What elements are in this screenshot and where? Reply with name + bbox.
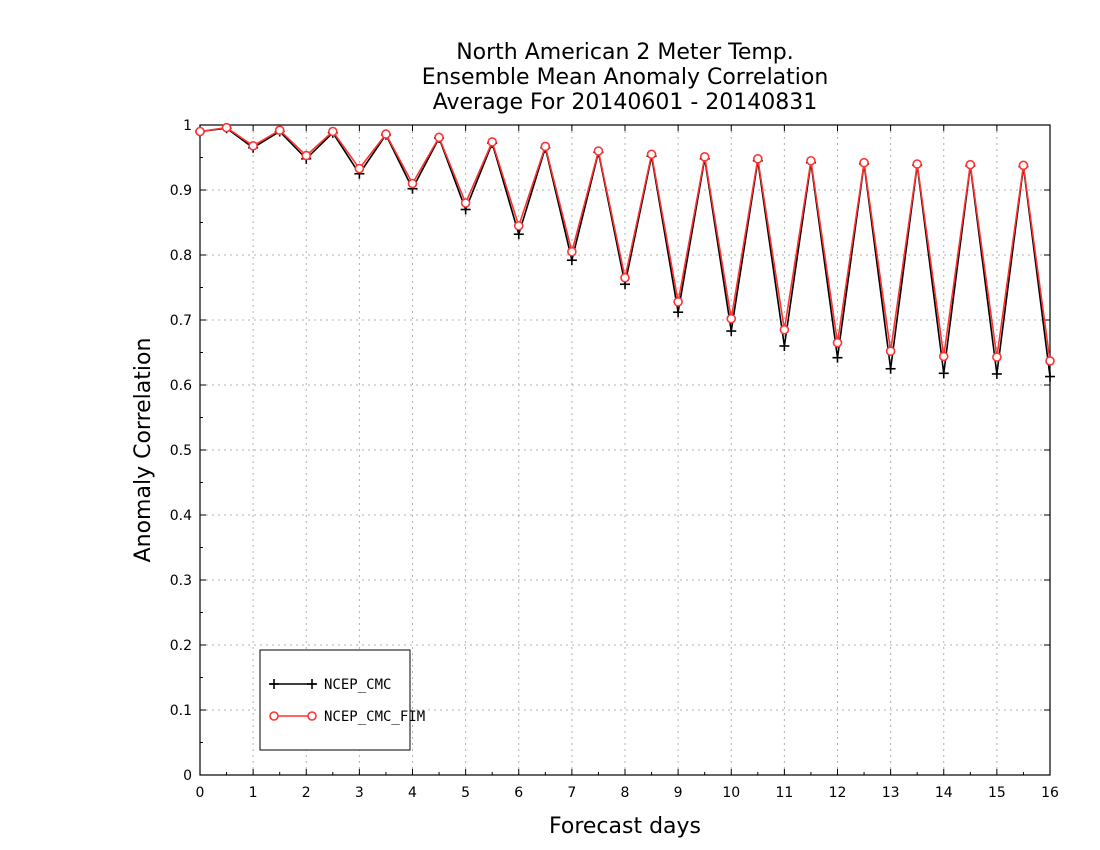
y-tick-label: 0.8: [170, 248, 192, 264]
data-point-plus: [938, 368, 949, 379]
y-axis-title: Anomaly Correlation: [131, 338, 156, 563]
legend-marker-circle: [307, 711, 317, 721]
x-tick-label: 12: [829, 785, 847, 801]
legend-label: NCEP_CMC_FIM: [324, 709, 425, 725]
data-point-circle: [1018, 160, 1029, 171]
x-tick-label: 10: [722, 785, 740, 801]
data-point-plus: [566, 255, 577, 266]
y-tick-label: 0.6: [170, 378, 192, 394]
y-tick-label: 0.9: [170, 183, 192, 199]
data-point-circle: [620, 272, 630, 283]
x-tick-label: 0: [196, 785, 205, 801]
data-point-circle: [912, 159, 922, 169]
data-point-circle: [593, 146, 604, 156]
data-point-circle: [567, 246, 577, 257]
x-tick-label: 1: [249, 785, 258, 801]
data-point-circle: [513, 220, 524, 231]
x-tick-label: 4: [408, 785, 417, 801]
axis-ticks: 0 1 2 3 4 5 6 7 8 9 10 11 12 13 14 15 1600.10.20.30.40.5…: [170, 118, 1059, 801]
data-point-circle: [885, 346, 896, 357]
chart-title-line-3: Average For 20140601 - 20140831: [433, 90, 818, 115]
data-point-circle: [248, 141, 258, 151]
y-tick-label: 0.2: [170, 638, 192, 654]
y-tick-label: 1: [183, 118, 192, 134]
data-point-circle: [779, 324, 790, 335]
y-tick-label: 0.7: [170, 313, 192, 329]
data-point-plus: [832, 352, 843, 363]
x-tick-label: 7: [567, 785, 576, 801]
x-axis-title: Forecast days: [549, 814, 701, 839]
legend-box: [259, 649, 411, 751]
x-tick-label: 14: [935, 785, 953, 801]
data-point-circle: [726, 313, 737, 324]
x-tick-label: 5: [461, 785, 470, 801]
data-point-plus: [885, 363, 896, 374]
y-tick-label: 0.1: [170, 703, 192, 719]
x-tick-label: 6: [514, 785, 523, 801]
data-point-circle: [328, 126, 338, 137]
data-point-plus: [991, 368, 1002, 379]
data-point-circle: [938, 351, 949, 362]
data-point-circle: [381, 129, 391, 139]
chart-title-line-2: Ensemble Mean Anomaly Correlation: [422, 65, 829, 90]
data-point-circle: [221, 122, 232, 133]
x-tick-label: 9: [674, 785, 683, 801]
y-tick-label: 0.5: [170, 443, 192, 459]
data-point-circle: [859, 157, 869, 168]
legend-items: NCEP_CMC NCEP_CMC_FIM: [269, 677, 425, 725]
data-point-circle: [407, 178, 418, 189]
data-point-plus: [673, 307, 684, 318]
data-point-circle: [195, 126, 205, 137]
x-tick-label: 11: [775, 785, 793, 801]
x-tick-label: 16: [1041, 785, 1059, 801]
data-point-plus: [779, 341, 790, 351]
data-point-plus: [513, 229, 524, 240]
series-layer: [195, 122, 1055, 382]
data-point-circle: [699, 152, 710, 162]
x-tick-label: 3: [355, 785, 364, 801]
data-point-circle: [646, 149, 657, 160]
data-point-circle: [1045, 356, 1055, 366]
data-point-circle: [434, 132, 444, 143]
data-point-circle: [487, 137, 497, 147]
y-tick-label: 0: [183, 768, 192, 784]
legend: NCEP_CMC NCEP_CMC_FIM: [259, 649, 425, 751]
data-point-circle: [753, 154, 763, 164]
data-point-circle: [274, 125, 285, 135]
chart-title: North American 2 Meter Temp. Ensemble Me…: [422, 40, 829, 115]
data-point-circle: [354, 163, 365, 174]
chart-title-line-1: North American 2 Meter Temp.: [456, 40, 794, 65]
data-point-circle: [301, 150, 312, 161]
x-tick-label: 13: [882, 785, 900, 801]
data-point-circle: [673, 296, 683, 307]
legend-label: NCEP_CMC: [324, 677, 391, 693]
legend-marker-plus: [307, 679, 317, 689]
data-point-plus: [726, 326, 737, 337]
data-point-circle: [806, 155, 816, 166]
legend-marker-plus: [269, 679, 279, 689]
x-tick-label: 15: [988, 785, 1006, 801]
x-tick-label: 8: [621, 785, 630, 801]
y-tick-label: 0.4: [170, 508, 192, 524]
data-point-circle: [965, 159, 976, 170]
data-point-circle: [540, 141, 551, 152]
data-point-circle: [992, 352, 1002, 362]
data-point-plus: [1045, 371, 1055, 382]
data-point-circle: [460, 198, 471, 208]
y-tick-label: 0.3: [170, 573, 192, 589]
legend-marker-circle: [269, 711, 279, 721]
data-point-circle: [832, 337, 843, 348]
x-tick-label: 2: [302, 785, 311, 801]
